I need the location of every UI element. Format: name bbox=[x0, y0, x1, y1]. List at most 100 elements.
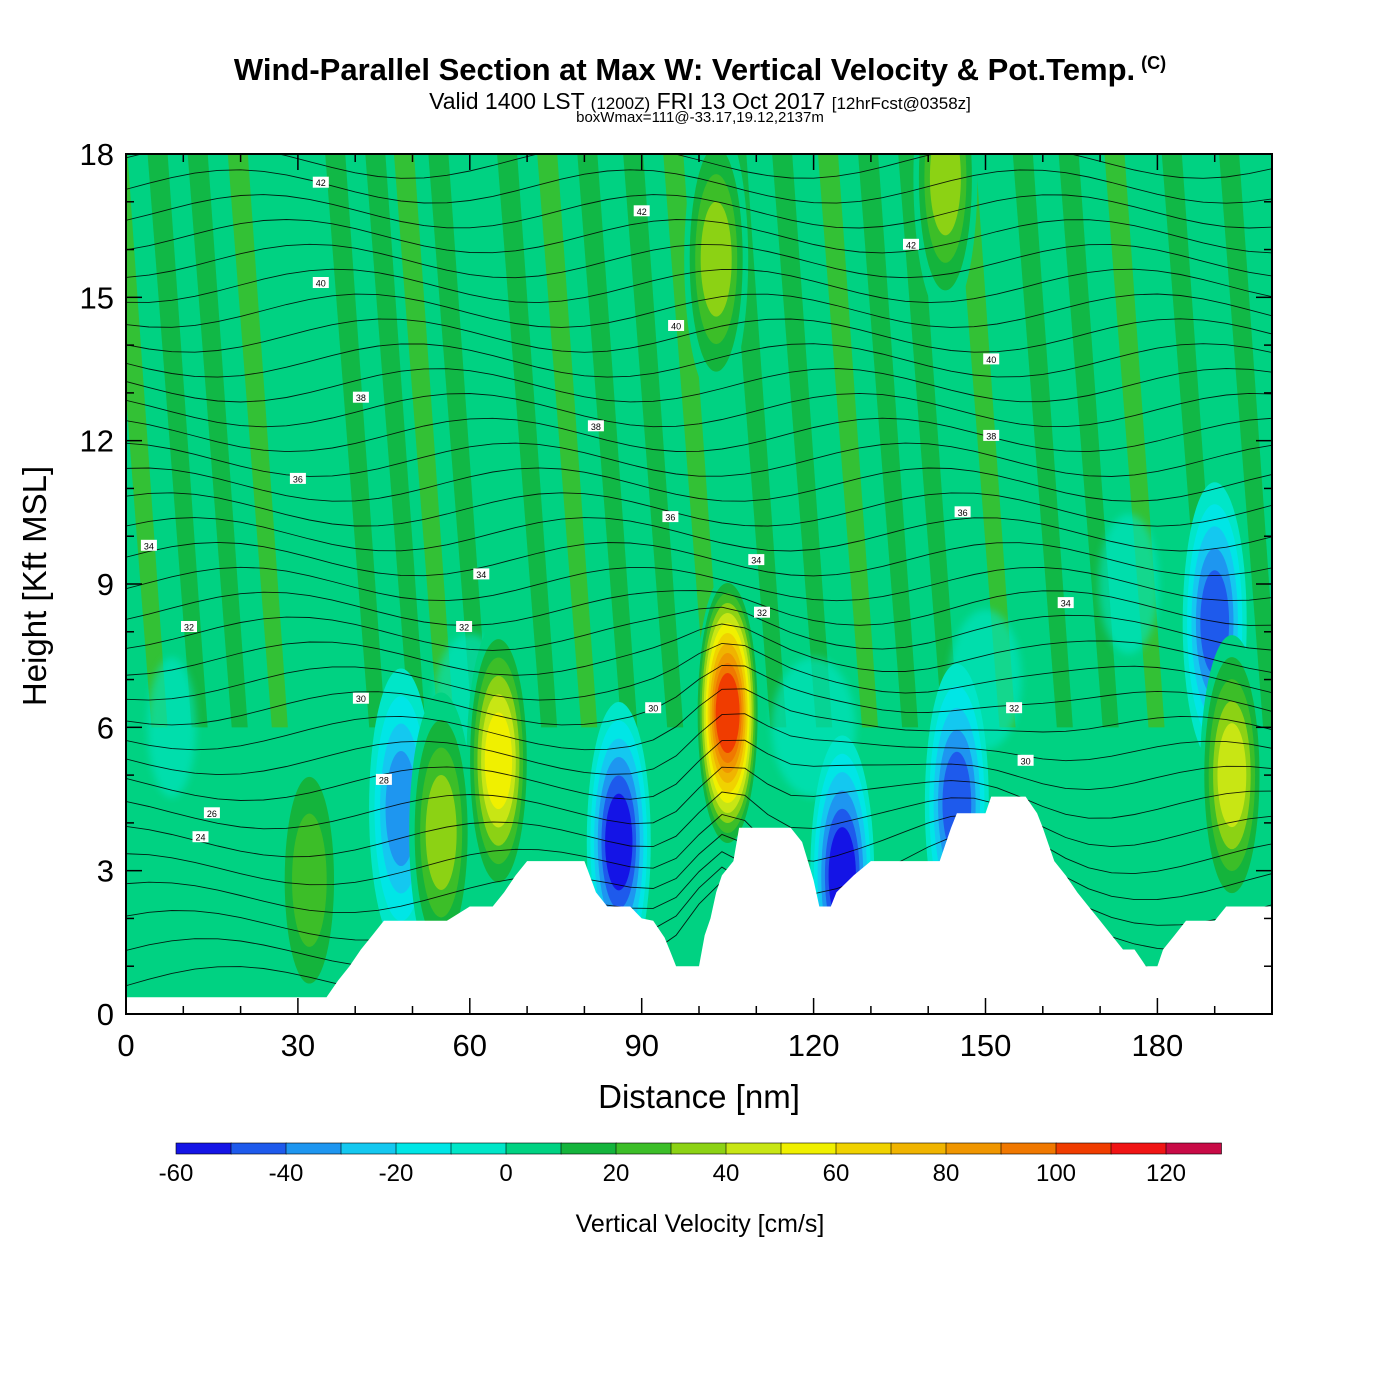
theta-contour-line bbox=[126, 243, 1272, 279]
theta-label-bg bbox=[203, 807, 220, 819]
theta-contour-line bbox=[126, 492, 1272, 527]
theta-label-text: 36 bbox=[958, 508, 968, 518]
colorbar-tick-label: -60 bbox=[159, 1160, 194, 1187]
colorbar-swatch bbox=[725, 1142, 782, 1155]
theta-label-bg bbox=[1006, 702, 1023, 714]
colorbar-tick-label: 40 bbox=[713, 1160, 740, 1187]
theta-label-bg bbox=[662, 511, 679, 523]
theta-label: 42 bbox=[633, 205, 650, 217]
x-tick-label: 180 bbox=[1132, 1028, 1184, 1063]
theta-label-bg bbox=[983, 353, 1000, 365]
velocity-stripe bbox=[623, 154, 684, 728]
theta-label-bg bbox=[375, 773, 392, 785]
theta-contour-line bbox=[126, 318, 1272, 353]
theta-label-bg bbox=[192, 831, 209, 843]
theta-contour-line bbox=[126, 623, 1272, 676]
velocity-contour-band bbox=[425, 774, 457, 890]
theta-label-bg bbox=[352, 692, 369, 704]
colorbar-tick-label: 100 bbox=[1036, 1160, 1076, 1187]
x-tick-label: 0 bbox=[117, 1028, 134, 1063]
velocity-feature bbox=[695, 573, 760, 853]
theta-label: 32 bbox=[754, 606, 770, 618]
colorbar-swatch bbox=[395, 1142, 452, 1155]
theta-contour-line bbox=[126, 541, 1272, 577]
theta-label: 38 bbox=[352, 391, 369, 403]
theta-label: 38 bbox=[983, 429, 1000, 441]
velocity-feature bbox=[684, 154, 749, 400]
colorbar-tick-label: -20 bbox=[379, 1160, 414, 1187]
theta-label: 42 bbox=[903, 238, 919, 250]
y-tick-label: 15 bbox=[80, 280, 114, 315]
theta-contour-line bbox=[126, 293, 1272, 328]
velocity-contour-band bbox=[700, 201, 732, 317]
x-tick-label: 30 bbox=[281, 1028, 315, 1063]
theta-label-text: 24 bbox=[195, 833, 205, 843]
theta-label-text: 26 bbox=[207, 809, 217, 819]
y-tick-label: 0 bbox=[97, 997, 114, 1032]
theta-label: 32 bbox=[456, 621, 473, 633]
colorbar-swatch bbox=[560, 1142, 617, 1155]
theta-label-bg bbox=[954, 506, 971, 518]
colorbar-tick-label: 20 bbox=[603, 1160, 630, 1187]
theta-label: 28 bbox=[375, 773, 392, 785]
theta-label-bg bbox=[289, 472, 306, 484]
theta-label-text: 40 bbox=[671, 322, 681, 332]
y-tick-labels: 0 3 6 9 12 15 18 bbox=[80, 137, 114, 1032]
theta-label: 24 bbox=[192, 831, 209, 843]
theta-label-text: 30 bbox=[1021, 756, 1031, 766]
velocity-stripe bbox=[663, 154, 724, 728]
colorbar-swatch bbox=[505, 1142, 562, 1155]
velocity-feature bbox=[1199, 635, 1264, 916]
theta-label: 36 bbox=[289, 472, 306, 484]
chart-title: Wind-Parallel Section at Max W: Vertical… bbox=[233, 52, 1167, 87]
subtitle-date: FRI 13 Oct 2017 bbox=[656, 88, 826, 114]
theta-label: 30 bbox=[645, 702, 662, 714]
theta-label-text: 42 bbox=[637, 207, 647, 217]
y-tick-label: 18 bbox=[80, 137, 114, 172]
colorbar-tick-label: 80 bbox=[933, 1160, 960, 1187]
subtitle-fcst: [12hrFcst@0358z] bbox=[831, 94, 971, 113]
theta-contour-line bbox=[126, 343, 1272, 378]
velocity-contour-band bbox=[292, 813, 327, 947]
theta-label-bg bbox=[456, 621, 473, 632]
velocity-stripe bbox=[772, 154, 833, 728]
theta-label-bg bbox=[903, 238, 919, 250]
y-tick-label: 3 bbox=[97, 854, 114, 889]
x-tick-labels: 0 30 60 90 120 150 180 bbox=[117, 1028, 1183, 1063]
theta-label-text: 32 bbox=[1009, 704, 1019, 714]
theta-label-text: 36 bbox=[293, 474, 303, 484]
theta-label: 38 bbox=[587, 420, 604, 432]
chart-subtitle: Valid 1400 LST (1200Z) FRI 13 Oct 2017 [… bbox=[0, 88, 1400, 115]
velocity-feature bbox=[913, 154, 978, 318]
theta-label-bg bbox=[473, 568, 490, 580]
theta-label: 34 bbox=[140, 539, 157, 551]
velocity-stripe bbox=[428, 154, 489, 728]
theta-contour-line bbox=[126, 517, 1272, 552]
x-tick-label: 120 bbox=[788, 1028, 840, 1063]
theta-contour-line bbox=[126, 368, 1272, 403]
theta-label: 30 bbox=[1017, 754, 1034, 766]
theta-label-text: 32 bbox=[757, 608, 767, 618]
colorbar-swatch bbox=[945, 1142, 1002, 1155]
y-tick-label: 9 bbox=[97, 567, 114, 602]
theta-label-text: 40 bbox=[316, 279, 326, 289]
x-tick-label: 90 bbox=[624, 1028, 658, 1063]
velocity-stripe bbox=[898, 154, 959, 728]
theta-label: 40 bbox=[983, 353, 1000, 365]
velocity-stripe bbox=[1012, 154, 1073, 728]
theta-label-text: 38 bbox=[356, 393, 366, 403]
theta-label-text: 28 bbox=[379, 775, 389, 785]
y-tick-label: 12 bbox=[80, 424, 114, 459]
theta-label-text: 38 bbox=[986, 431, 996, 441]
theta-contour-line bbox=[126, 664, 1272, 726]
theta-label-bg bbox=[668, 320, 685, 331]
velocity-contour-band bbox=[1217, 723, 1247, 828]
colorbar-swatch bbox=[1165, 1142, 1222, 1155]
theta-contour-line bbox=[126, 590, 1272, 626]
velocity-contour-band bbox=[385, 751, 417, 867]
theta-label: 32 bbox=[1006, 702, 1023, 714]
colorbar-tick-label: 0 bbox=[499, 1160, 512, 1187]
theta-label-text: 42 bbox=[316, 178, 326, 188]
colorbar-tick-label: 60 bbox=[823, 1160, 850, 1187]
